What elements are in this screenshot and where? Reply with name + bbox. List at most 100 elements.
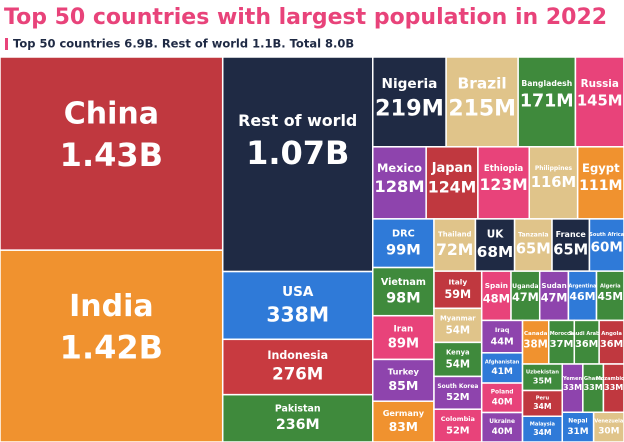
tile <box>567 270 598 322</box>
tile-name: France <box>556 230 587 239</box>
tile <box>595 270 624 322</box>
tile-name: Yemen <box>562 376 583 382</box>
tile-value: 145M <box>577 92 623 109</box>
tile <box>372 314 435 361</box>
tile-name: Mozambique <box>596 376 624 382</box>
tile-name: Poland <box>491 389 514 395</box>
tile <box>480 319 524 354</box>
tile-value: 47M <box>541 292 568 305</box>
tile-value: 338M <box>266 302 329 326</box>
tile-name: Ukraine <box>489 419 515 425</box>
tile-value: 68M <box>477 243 513 261</box>
tile <box>372 358 435 402</box>
tile-value: 72M <box>436 240 473 259</box>
tile-name: Ethiopia <box>484 164 524 174</box>
tile-name: Malaysia <box>530 421 556 427</box>
tile-value: 33M <box>604 383 623 392</box>
tile <box>528 146 579 220</box>
tile <box>576 146 624 220</box>
tile-name: Venezuela <box>594 419 623 425</box>
tile-value: 219M <box>375 95 444 121</box>
tile-value: 98M <box>386 291 420 307</box>
tile-name: Sudan <box>541 281 566 290</box>
tile-name: South Korea <box>437 384 478 390</box>
tile <box>521 363 564 392</box>
tile <box>588 218 624 272</box>
tile-name: Philippines <box>535 165 573 172</box>
tile-value: 171M <box>520 92 574 112</box>
tile-value: 48M <box>483 291 510 305</box>
tile-name: Algeria <box>600 283 621 289</box>
tile-value: 36M <box>575 339 598 350</box>
tile-value: 33M <box>563 383 582 392</box>
tile-value: 46M <box>569 290 595 303</box>
tile <box>510 270 541 322</box>
tile <box>0 249 224 442</box>
tile-name: Germany <box>383 408 425 418</box>
tile-value: 31M <box>567 427 588 437</box>
tile-value: 60M <box>591 240 623 256</box>
tile-value: 276M <box>272 365 323 384</box>
tile-name: Myanmar <box>440 315 476 323</box>
tile-name: DRC <box>392 228 415 239</box>
tile-value: 1.07B <box>246 134 349 172</box>
tile-value: 1.43B <box>60 136 163 174</box>
tile <box>221 338 374 396</box>
tile-value: 54M <box>446 325 470 336</box>
tile-value: 52M <box>446 392 469 403</box>
tile-value: 52M <box>446 425 469 436</box>
chart-subtitle: Top 50 countries 6.9B. Rest of world 1.1… <box>13 37 354 51</box>
tile <box>561 411 595 442</box>
tile-name: Egypt <box>582 161 620 175</box>
tile-value: 236M <box>276 417 320 433</box>
tile-name: Colombia <box>441 415 475 423</box>
tile-name: Argentina <box>569 283 597 289</box>
tile-value: 40M <box>492 398 513 408</box>
tile-value: 41M <box>491 367 513 377</box>
tile-name: Italy <box>448 277 467 286</box>
tile-name: Pakistan <box>275 403 321 414</box>
tile-name: Peru <box>536 396 550 402</box>
tile-name: Nepal <box>568 418 587 425</box>
tile-value: 1.42B <box>60 329 163 367</box>
tile-value: 33M <box>584 383 603 392</box>
tile-value: 85M <box>388 378 418 393</box>
tile-name: Spain <box>485 281 508 290</box>
tile-value: 124M <box>428 178 477 197</box>
tile <box>221 270 374 341</box>
tile-name: Thailand <box>438 231 471 239</box>
tile-value: 54M <box>446 359 470 370</box>
tile-name: Rest of world <box>238 111 357 130</box>
tile-name: Saudi Arabia <box>569 331 605 337</box>
tile-value: 89M <box>388 336 419 351</box>
tile-name: Vietnam <box>381 277 426 288</box>
tile-value: 38M <box>523 339 547 351</box>
tile-name: China <box>64 96 159 131</box>
tile-value: 34M <box>533 428 551 437</box>
subtitle-bar <box>5 38 8 50</box>
tile-name: Russia <box>581 78 619 90</box>
tile-value: 99M <box>386 241 421 258</box>
chart-title: Top 50 countries with largest population… <box>4 5 607 30</box>
tile <box>372 400 435 442</box>
tile-value: 34M <box>533 402 551 411</box>
tile-name: Morocco <box>550 331 574 337</box>
tile-value: 44M <box>491 336 514 347</box>
tile <box>521 389 564 418</box>
tile <box>372 146 427 220</box>
tile-value: 45M <box>597 290 623 303</box>
tile-name: Ghana <box>584 376 603 382</box>
tile-value: 65M <box>516 240 551 257</box>
tile-value: 30M <box>598 426 619 436</box>
tile-name: Kenya <box>446 349 470 357</box>
tile-name: Turkey <box>388 366 420 376</box>
tile-value: 123M <box>479 175 527 194</box>
tile-name: Afghanistan <box>485 359 520 365</box>
tile-value: 128M <box>374 177 424 196</box>
tile-value: 215M <box>448 97 516 122</box>
tile <box>0 56 224 251</box>
tile-value: 40M <box>492 427 513 437</box>
tile-name: Canada <box>524 331 548 337</box>
